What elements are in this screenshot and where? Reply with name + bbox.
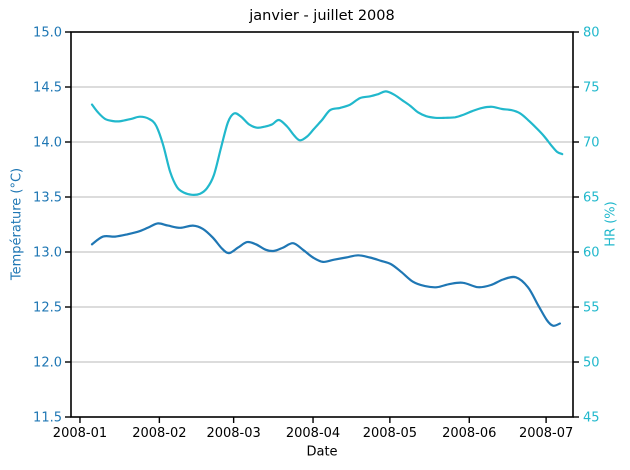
chart-title: janvier - juillet 2008 <box>249 8 395 24</box>
x-axis-label: Date <box>306 444 338 460</box>
left-tick-label: 14.0 <box>33 136 62 151</box>
right-tick-label: 80 <box>583 26 600 41</box>
x-tick-label: 2008-02 <box>132 426 186 441</box>
left-y-axis-label: Température (°C) <box>9 167 25 281</box>
axes-frame <box>70 31 574 418</box>
right-tick-label: 65 <box>583 191 600 206</box>
right-tick-label: 55 <box>583 301 600 316</box>
humidity-line <box>90 90 564 196</box>
x-tick-label: 2008-06 <box>442 426 496 441</box>
x-tick-label: 2008-04 <box>286 426 340 441</box>
x-tick-label: 2008-03 <box>206 426 260 441</box>
right-tick-label: 45 <box>583 411 600 426</box>
right-tick-label: 75 <box>583 81 600 96</box>
left-tick-label: 15.0 <box>33 26 62 41</box>
right-y-axis-label: HR (%) <box>603 201 619 247</box>
right-tick-label: 60 <box>583 246 600 261</box>
left-tick-label: 11.5 <box>33 411 62 426</box>
right-tick-label: 50 <box>583 356 600 371</box>
right-tick-label: 70 <box>583 136 600 151</box>
left-tick-label: 13.5 <box>33 191 62 206</box>
left-tick-label: 12.0 <box>33 356 62 371</box>
x-tick-label: 2008-01 <box>53 426 107 441</box>
left-tick-label: 13.0 <box>33 246 62 261</box>
x-tick-label: 2008-05 <box>363 426 417 441</box>
left-tick-label: 12.5 <box>33 301 62 316</box>
temperature-line <box>90 222 561 327</box>
left-tick-label: 14.5 <box>33 81 62 96</box>
x-tick-label: 2008-07 <box>519 426 573 441</box>
